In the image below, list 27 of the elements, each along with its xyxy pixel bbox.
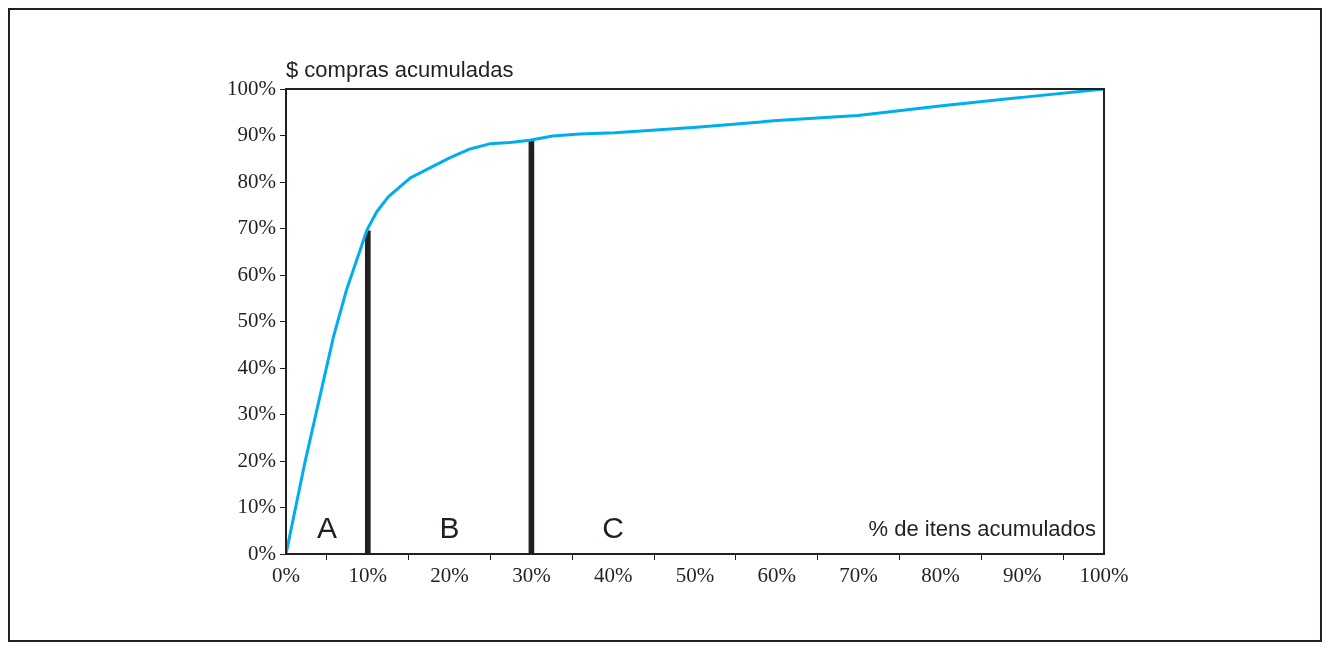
x-tick-label: 10% — [348, 563, 388, 588]
y-axis-title: $ compras acumuladas — [286, 57, 514, 82]
y-tick-label: 40% — [237, 354, 276, 379]
annotation: B — [439, 511, 460, 544]
annotation: C — [602, 511, 625, 544]
y-tick-label: 70% — [237, 215, 276, 240]
x-tick-label: 50% — [675, 563, 715, 588]
y-tick-label: 90% — [237, 122, 276, 147]
annotation: A — [316, 511, 337, 544]
y-tick-label: 0% — [248, 540, 276, 565]
y-tick-label: 50% — [237, 308, 276, 333]
x-tick-label: 60% — [757, 563, 797, 588]
x-tick-label: 100% — [1079, 563, 1129, 588]
x-tick-label: 30% — [512, 563, 551, 588]
y-tick-label: 20% — [237, 447, 276, 472]
x-tick-label: 40% — [593, 563, 633, 588]
y-tick-label: 30% — [237, 401, 276, 426]
x-axis-title: % de itens acumulados — [868, 516, 1096, 541]
y-tick-label: 100% — [227, 75, 276, 100]
x-tick-label: 70% — [839, 563, 878, 588]
x-tick-label: 0% — [272, 563, 300, 588]
x-tick-label: 20% — [430, 563, 469, 588]
y-tick-label: 10% — [237, 494, 276, 519]
x-tick-label: 80% — [921, 563, 960, 588]
x-tick-label: 90% — [1002, 563, 1042, 588]
y-tick-label: 60% — [237, 261, 276, 286]
y-tick-label: 80% — [237, 168, 276, 193]
